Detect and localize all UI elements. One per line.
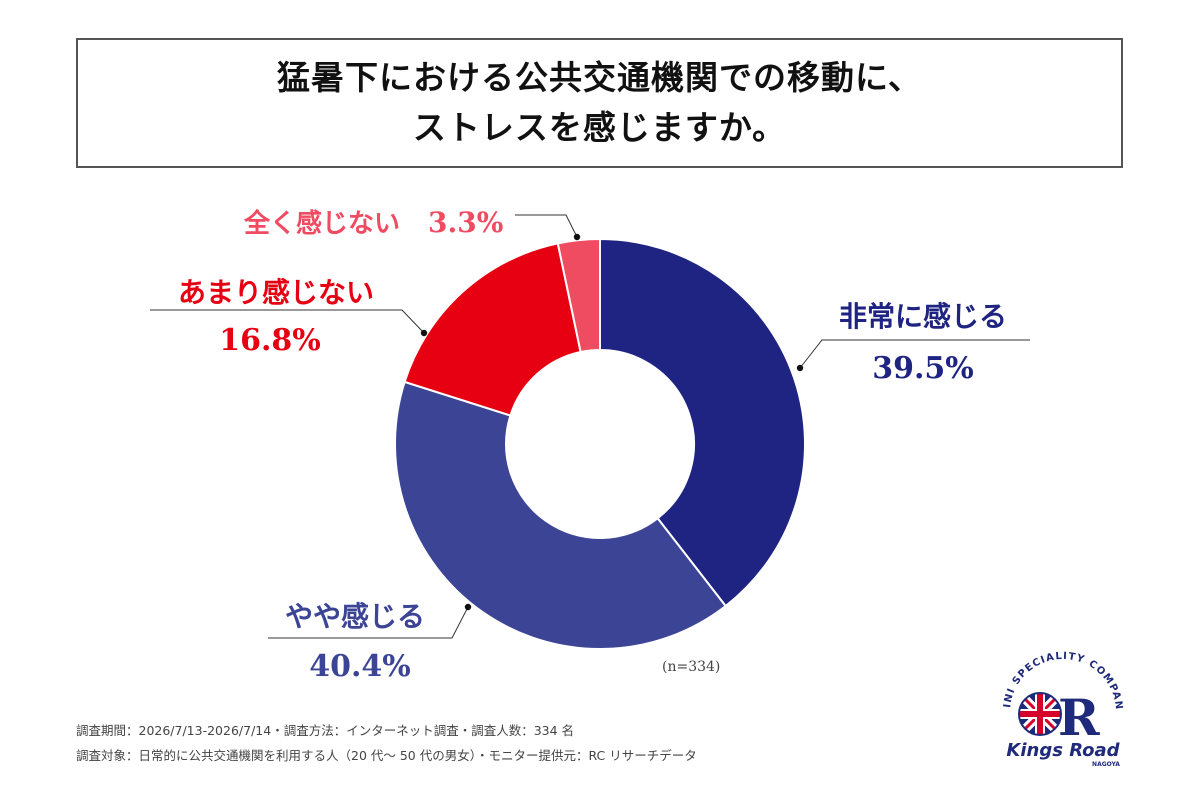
- label-leader-lines: [150, 214, 1030, 639]
- slice-label-4: 全く感じない: [243, 208, 400, 239]
- leader-dot-4: [573, 233, 581, 241]
- sample-size-note: (n=334): [662, 659, 721, 675]
- slice-value-label-1: 39.5%: [872, 351, 974, 386]
- slice-value-label-3: 16.8%: [219, 323, 321, 358]
- leader-dot-3: [420, 329, 428, 337]
- kings-road-logo: MINI SPECIALITY COMPANY R Kings Road NAG…: [988, 640, 1123, 768]
- survey-footer-line-1: 調査期間：2026/7/13-2026/7/14・調査方法：インターネット調査・…: [76, 723, 575, 738]
- slice-value-label-4: 3.3%: [428, 206, 503, 239]
- leader-dot-1: [796, 364, 804, 372]
- donut-slice-3: [403, 242, 582, 417]
- leader-line-1: [799, 339, 1030, 369]
- leader-line-4: [515, 214, 578, 238]
- slice-label-2: やや感じる: [285, 600, 425, 633]
- donut-chart: 非常に感じる 39.5% やや感じる 40.4% あまり感じない 16.8% 全く感じない 3…: [150, 206, 1030, 684]
- logo-brand-text: Kings Road: [1006, 740, 1120, 761]
- chart-title-line-1: 猛暑下における公共交通機関での移動に、: [276, 58, 922, 97]
- chart-title-box: 猛暑下における公共交通機関での移動に、 ストレスを感じますか。: [76, 38, 1123, 168]
- slice-value-label-2: 40.4%: [309, 649, 411, 684]
- donut-slice-1: [599, 237, 806, 608]
- survey-footer-line-2: 調査対象：日常的に公共交通機関を利用する人（20 代〜 50 代の男女）・モニタ…: [76, 748, 697, 763]
- survey-footer: 調査期間：2026/7/13-2026/7/14・調査方法：インターネット調査・…: [76, 718, 956, 768]
- logo-city-text: NAGOYA: [1092, 761, 1120, 768]
- leader-line-2: [268, 606, 469, 639]
- donut-slice-4: [556, 237, 601, 354]
- leader-dot-2: [464, 603, 472, 611]
- donut-slices: [394, 237, 806, 650]
- chart-title-line-2: ストレスを感じますか。: [412, 108, 787, 147]
- logo-r-letter: R: [1058, 688, 1100, 747]
- slice-label-3: あまり感じない: [178, 276, 374, 309]
- slice-label-1: 非常に感じる: [839, 300, 1007, 333]
- donut-slice-2: [394, 380, 728, 650]
- slice-labels: 非常に感じる 39.5% やや感じる 40.4% あまり感じない 16.8% 全く感じない 3…: [178, 206, 1007, 684]
- leader-line-3: [150, 309, 425, 334]
